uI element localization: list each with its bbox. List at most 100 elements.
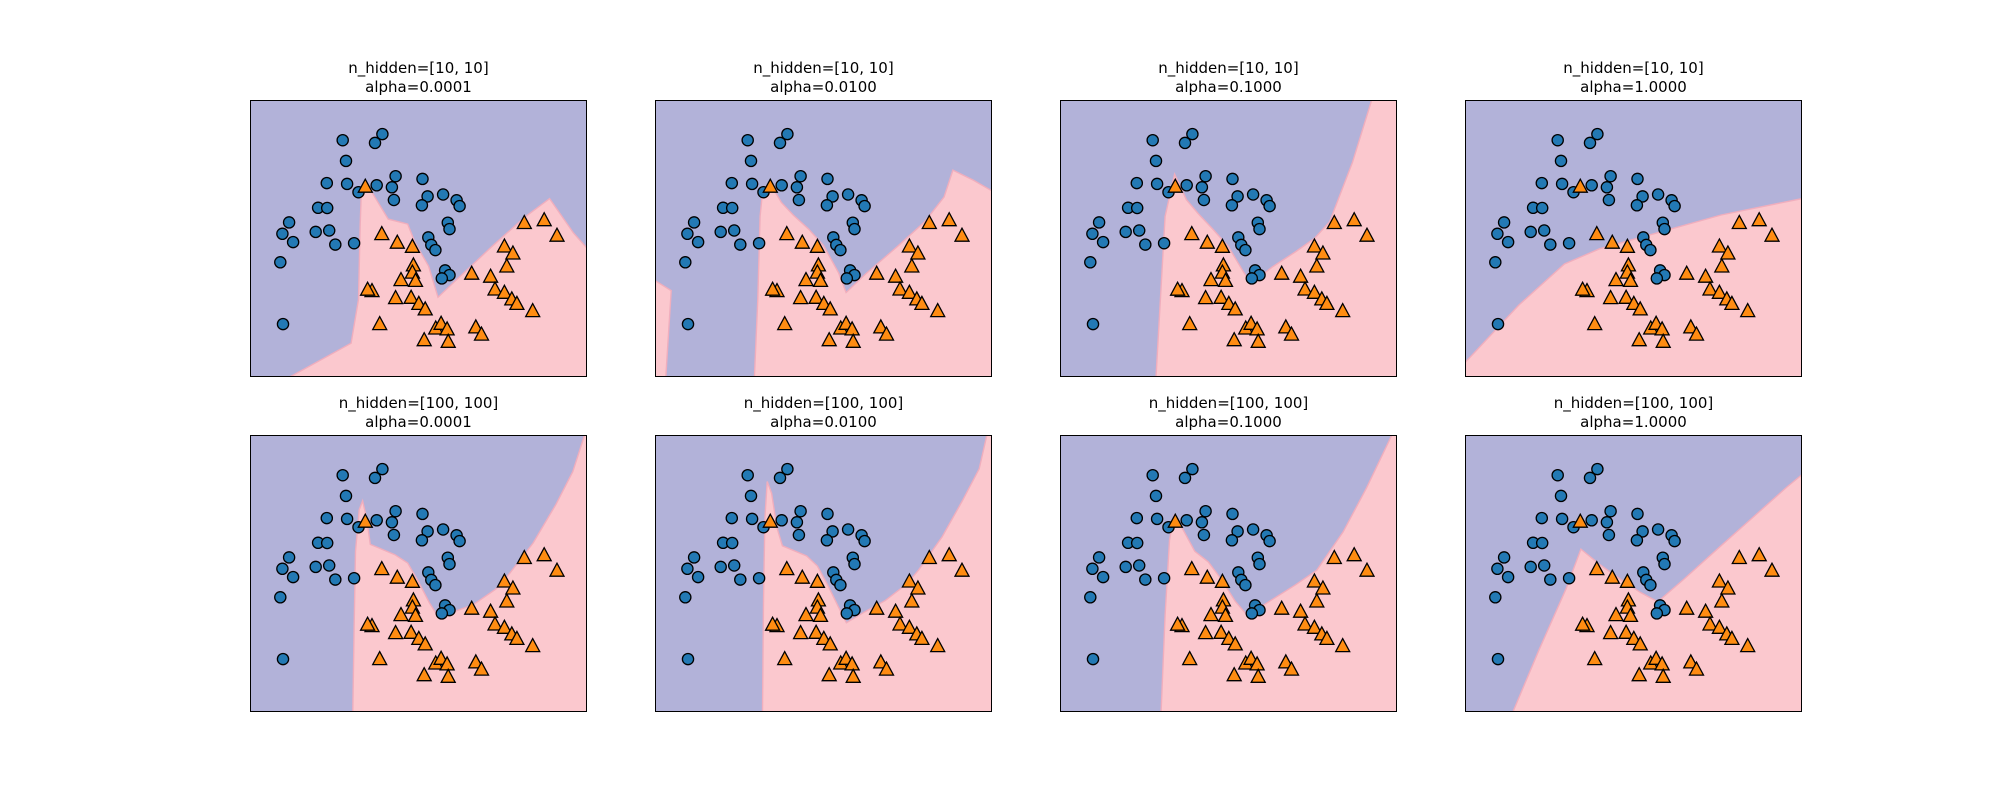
data-point-triangle [1296,615,1314,631]
data-point-circle [681,227,694,241]
data-point-triangle [808,288,825,304]
data-point-circle [821,507,834,521]
data-point-triangle [1213,623,1230,639]
data-point-triangle [1306,618,1323,634]
data-point-circle [826,190,839,203]
data-point-triangle [359,615,376,631]
data-point-triangle [797,271,815,287]
data-point-triangle [1249,320,1266,336]
data-point-triangle [439,320,456,336]
data-point-circle [834,578,847,592]
data-point-circle [1146,468,1159,482]
data-point-triangle [1326,549,1343,565]
data-point-circle [416,507,429,521]
data-point-circle [741,133,754,147]
data-point-triangle [872,318,889,334]
data-point-triangle [504,244,521,260]
data-point-circle [1524,225,1537,239]
data-point-triangle [1701,280,1719,296]
decision-boundary-plot [1060,435,1397,712]
data-point-circle [276,227,289,241]
data-point-circle [1157,571,1171,585]
data-point-circle [1491,227,1504,241]
data-point-circle [744,154,758,168]
data-point-triangle [1292,267,1309,283]
decision-boundary-plot [1465,435,1802,712]
data-point-circle [1225,199,1239,212]
data-point-circle [714,225,727,239]
subplot-title-line1: n_hidden=[100, 100] [338,394,499,412]
data-point-circle [436,188,450,201]
data-point-triangle [524,302,541,318]
data-point-circle [1489,591,1502,604]
data-point-circle [858,534,871,548]
data-point-circle [1180,179,1193,192]
decision-boundary-plot [250,100,587,377]
data-point-triangle [373,560,390,576]
data-point-circle [681,652,695,666]
data-point-circle [1650,272,1664,285]
data-point-circle [1253,222,1266,236]
data-point-circle [320,176,334,190]
axes-border [1060,435,1397,712]
data-point-triangle [812,272,829,288]
data-point-triangle [808,623,825,639]
data-point-circle [1650,607,1664,620]
data-point-circle [1551,468,1564,482]
data-point-triangle [809,237,826,253]
data-point-triangle [404,237,421,253]
axes-border [1465,435,1802,712]
data-point-circle [387,528,401,542]
data-point-triangle [1277,318,1294,334]
data-point-triangle [1604,568,1621,584]
data-point-circle [1180,514,1193,527]
data-point-circle [691,235,705,249]
data-point-circle [276,652,290,666]
data-point-triangle [1181,650,1198,666]
data-point-triangle [1250,332,1267,348]
data-point-circle [1636,190,1649,203]
data-point-triangle [776,315,793,331]
decision-boundary-plot [1060,100,1397,377]
data-point-triangle [1731,214,1748,230]
data-point-circle [687,216,701,229]
subplot-r2c4: n_hidden=[100, 100] alpha=1.0000 [1465,394,1802,712]
data-point-triangle [508,630,525,646]
data-point-circle [734,573,747,586]
data-point-circle [792,193,806,207]
data-point-circle [681,562,694,576]
data-point-triangle [387,289,404,305]
data-point-triangle [1214,237,1231,253]
data-point-circle [370,179,383,192]
data-point-triangle [1602,624,1619,640]
data-point-circle [681,317,695,331]
data-point-triangle [1678,264,1695,280]
data-point-triangle [473,325,490,341]
axes-border [1465,100,1802,377]
data-point-triangle [844,655,861,671]
data-point-triangle [404,572,421,588]
axes-border [655,435,992,712]
data-point-circle [1130,201,1144,215]
data-point-triangle [1631,331,1648,347]
data-point-circle [1149,154,1163,168]
data-point-circle [1084,591,1097,604]
data-point-triangle [1574,280,1591,296]
data-point-triangle [913,295,930,311]
data-point-circle [1195,516,1209,529]
data-point-triangle [389,568,406,584]
data-point-triangle [1711,237,1728,253]
data-point-triangle [417,300,434,316]
data-point-circle [687,551,701,564]
data-point-triangle [1711,572,1728,588]
data-point-triangle [913,630,930,646]
data-point-circle [1149,489,1163,503]
data-point-triangle [1631,666,1648,682]
subplot-title: n_hidden=[100, 100] alpha=0.0100 [615,394,1032,432]
data-point-circle [1186,462,1199,476]
subplot-title-line1: n_hidden=[10, 10] [1563,59,1704,77]
data-point-triangle [473,660,490,676]
data-point-triangle [1169,280,1186,296]
data-point-circle [385,516,399,529]
data-point-triangle [1358,561,1376,577]
